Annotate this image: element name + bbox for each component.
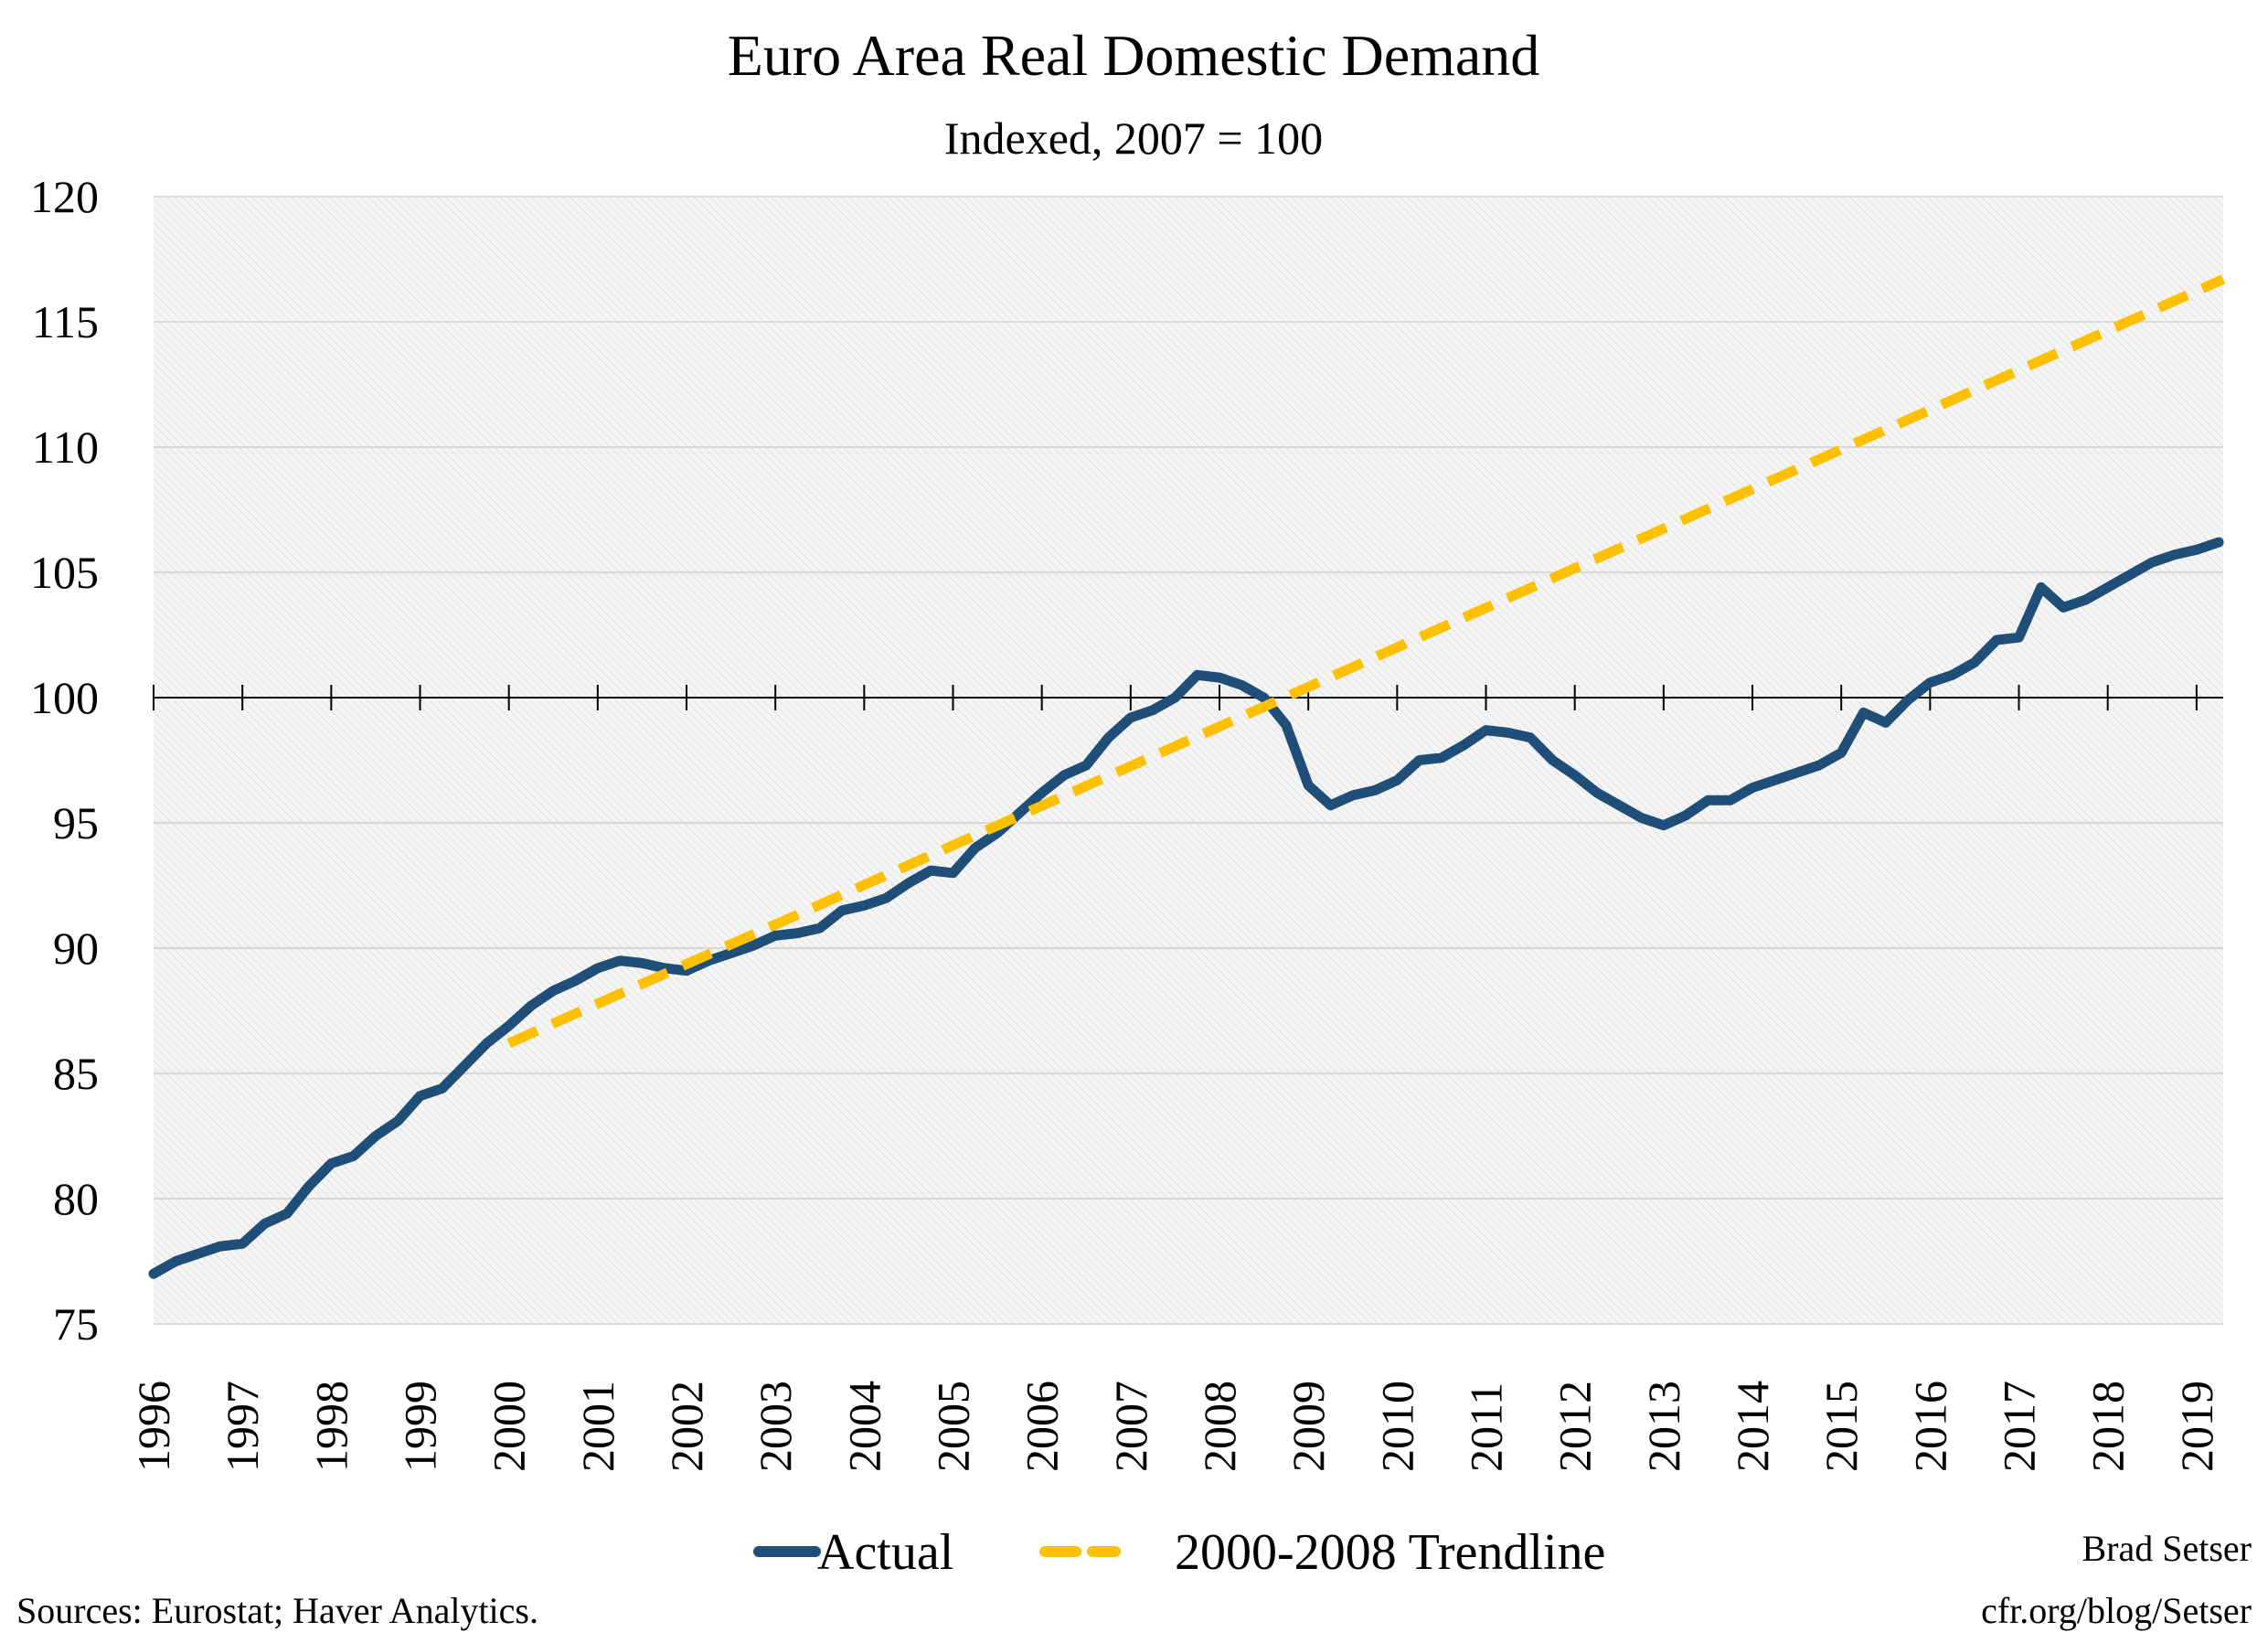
x-tick-label: 2007 [1105,1381,1156,1472]
series [148,274,2226,1279]
x-tick-label: 2006 [1017,1381,1068,1472]
y-tick-label: 95 [53,797,99,848]
x-tick-label: 2000 [484,1381,535,1472]
y-tick-label: 85 [53,1048,99,1099]
legend: Actual 2000-2008 Trendline [753,1524,1605,1581]
y-tick-label: 120 [30,171,99,222]
y-axis: 75 80 85 90 95 100 105 110 115 120 [30,171,99,1350]
y-tick-label: 105 [30,547,99,598]
x-tick-label: 2016 [1904,1381,1955,1472]
gridlines [154,196,2223,1325]
x-tick-label: 2008 [1194,1381,1245,1472]
sources-note: Sources: Eurostat; Haver Analytics. [16,1590,538,1631]
x-tick-label: 2018 [2082,1381,2134,1472]
x-tick-label: 2003 [750,1381,801,1472]
x-tick-label: 2004 [838,1381,889,1472]
x-tick-label: 1999 [395,1381,446,1472]
x-tick-label: 2005 [928,1381,979,1472]
x-tick-label: 2014 [1727,1381,1778,1472]
x-tick-label: 2009 [1283,1381,1334,1472]
x-tick-label: 2001 [572,1381,623,1472]
x-axis: 1996 1997 1998 1999 2000 2001 2002 2003 2004 2005… [128,1381,2222,1472]
reference-line-100 [153,685,2223,710]
x-tick-label: 2010 [1371,1381,1422,1472]
x-tick-label: 1997 [217,1381,268,1472]
x-tick-label: 2012 [1549,1381,1601,1472]
chart-subtitle: Indexed, 2007 = 100 [944,112,1323,164]
x-tick-label: 2011 [1461,1382,1512,1472]
chart-title: Euro Area Real Domestic Demand [728,23,1540,88]
y-tick-label: 80 [53,1173,99,1224]
x-tick-label: 2015 [1815,1381,1867,1472]
source-url: cfr.org/blog/Setser [1981,1590,2252,1631]
y-tick-label: 115 [32,296,99,347]
y-tick-label: 110 [32,421,99,473]
x-tick-label: 1998 [305,1381,357,1472]
y-tick-label: 100 [30,672,99,723]
y-tick-label: 90 [53,923,99,974]
legend-label-trendline: 2000-2008 Trendline [1175,1524,1605,1581]
plot-area [154,197,2223,1324]
series-line-actual [148,537,2224,1279]
x-tick-label: 2019 [2171,1381,2222,1472]
x-tick-label: 2017 [1994,1381,2045,1472]
legend-label-actual: Actual [817,1524,953,1581]
y-tick-label: 75 [53,1298,99,1350]
author-credit: Brad Setser [2082,1528,2252,1569]
x-tick-label: 2013 [1638,1381,1689,1472]
x-tick-label: 1996 [128,1381,179,1472]
series-line-trendline [506,274,2226,1049]
x-tick-label: 2002 [661,1381,712,1472]
